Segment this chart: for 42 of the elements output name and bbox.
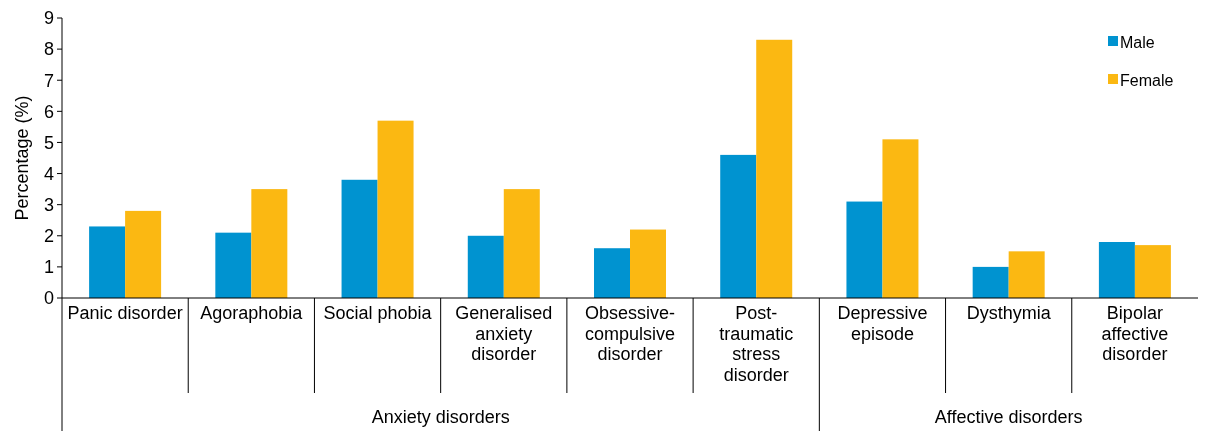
bar [215, 232, 252, 298]
y-tick-label: 8 [43, 39, 54, 60]
x-tick-label: Post-traumatic stress disorder [719, 303, 794, 385]
bar [1134, 245, 1171, 298]
bar [89, 226, 126, 298]
bar [467, 235, 504, 298]
x-tick-label: Panic disorder [67, 303, 183, 323]
y-tick-label: 9 [43, 8, 54, 29]
bar [846, 201, 883, 298]
y-axis-title: Percentage (%) [12, 95, 33, 221]
bar [882, 139, 919, 298]
x-tick-label: Depressive episode [837, 303, 928, 344]
bar [720, 154, 757, 298]
x-tick-label: Bipolar affective disorder [1101, 303, 1169, 364]
y-tick-label: 6 [43, 101, 54, 122]
y-tick-label: 3 [43, 194, 54, 215]
bar [1008, 251, 1045, 298]
bar [503, 189, 540, 298]
bar [756, 39, 793, 298]
x-tick-label: Generalised anxiety disorder [455, 303, 553, 364]
bar [1098, 242, 1135, 298]
x-tick-label: Social phobia [323, 303, 433, 323]
y-tick-label: 1 [43, 257, 54, 278]
bar [377, 120, 414, 298]
y-tick-label: 2 [43, 226, 54, 247]
bar [594, 248, 630, 298]
y-tick-label: 4 [43, 163, 54, 184]
text: Affective disorders [934, 407, 1083, 427]
bar [341, 179, 378, 298]
legend-label: Female [1120, 71, 1174, 89]
x-tick-label: Dysthymia [966, 303, 1052, 323]
bar [972, 266, 1009, 298]
y-tick-label: 0 [43, 288, 54, 309]
x-tick-label: Agoraphobia [200, 303, 304, 323]
bar [251, 189, 288, 298]
legend-label: Male [1120, 33, 1155, 51]
x-tick-label: Obsessive-compulsive disorder [584, 303, 676, 364]
text: Anxiety disorders [371, 407, 510, 427]
y-tick-label: 5 [43, 132, 54, 153]
y-tick-label: 7 [43, 70, 54, 91]
bar [125, 210, 162, 298]
bar [630, 229, 666, 298]
